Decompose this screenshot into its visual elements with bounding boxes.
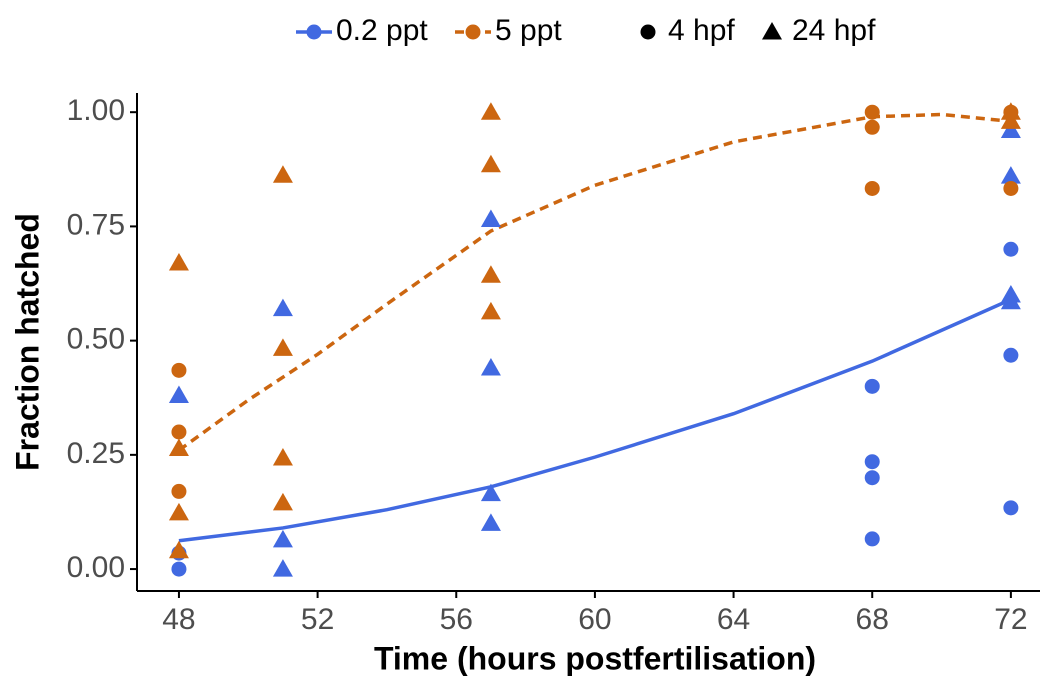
x-tick-label: 52 xyxy=(301,603,334,636)
point xyxy=(171,561,187,577)
point xyxy=(480,102,501,120)
point xyxy=(272,165,293,183)
point xyxy=(480,209,501,228)
x-tick-label: 72 xyxy=(994,603,1027,636)
point xyxy=(480,154,501,173)
point xyxy=(864,104,880,120)
point xyxy=(272,492,293,511)
point xyxy=(272,448,293,466)
y-tick-label: 0.50 xyxy=(67,323,125,356)
point xyxy=(864,180,880,196)
point xyxy=(272,338,293,356)
point xyxy=(272,529,293,548)
legend-key-shape xyxy=(762,22,782,40)
point xyxy=(168,438,189,456)
point xyxy=(171,362,187,378)
point xyxy=(1003,180,1019,196)
point xyxy=(168,385,189,403)
point xyxy=(168,252,189,271)
point xyxy=(1003,500,1019,516)
fit-line xyxy=(178,297,1012,543)
y-tick-label: 0.25 xyxy=(67,437,125,470)
legend-key-point xyxy=(465,24,481,40)
point xyxy=(1000,166,1021,184)
point xyxy=(1000,291,1021,310)
point xyxy=(480,513,501,531)
y-tick-label: 0.75 xyxy=(67,208,125,241)
y-tick-label: 0.00 xyxy=(67,551,125,584)
point xyxy=(272,298,293,317)
point xyxy=(171,424,187,440)
point xyxy=(480,301,501,320)
point xyxy=(480,265,501,283)
point xyxy=(1003,347,1019,363)
legend-label: 5 ppt xyxy=(495,14,562,47)
fit-line xyxy=(177,112,1012,452)
point xyxy=(168,502,189,521)
x-tick-label: 64 xyxy=(717,603,750,636)
point xyxy=(864,119,880,135)
legend-label: 0.2 ppt xyxy=(336,14,428,47)
legend-label: 4 hpf xyxy=(668,14,735,47)
point xyxy=(864,378,880,394)
legend-key-shape xyxy=(640,24,656,40)
point xyxy=(864,454,880,470)
point xyxy=(864,531,880,547)
x-tick-label: 60 xyxy=(578,603,611,636)
y-axis-title: Fraction hatched xyxy=(9,213,45,471)
legend-key-point xyxy=(306,24,322,40)
point xyxy=(480,483,501,502)
point xyxy=(171,483,187,499)
point xyxy=(1003,241,1019,257)
x-tick-label: 68 xyxy=(856,603,889,636)
point xyxy=(1000,120,1021,138)
x-tick-label: 48 xyxy=(162,603,195,636)
point xyxy=(272,559,293,577)
x-tick-label: 56 xyxy=(440,603,473,636)
point xyxy=(1000,111,1021,129)
point xyxy=(168,540,189,559)
point xyxy=(480,358,501,376)
y-tick-label: 1.00 xyxy=(67,94,125,127)
legend-label: 24 hpf xyxy=(792,14,876,47)
x-axis-title: Time (hours postfertilisation) xyxy=(374,640,816,676)
point xyxy=(1000,102,1021,120)
point xyxy=(864,470,880,486)
